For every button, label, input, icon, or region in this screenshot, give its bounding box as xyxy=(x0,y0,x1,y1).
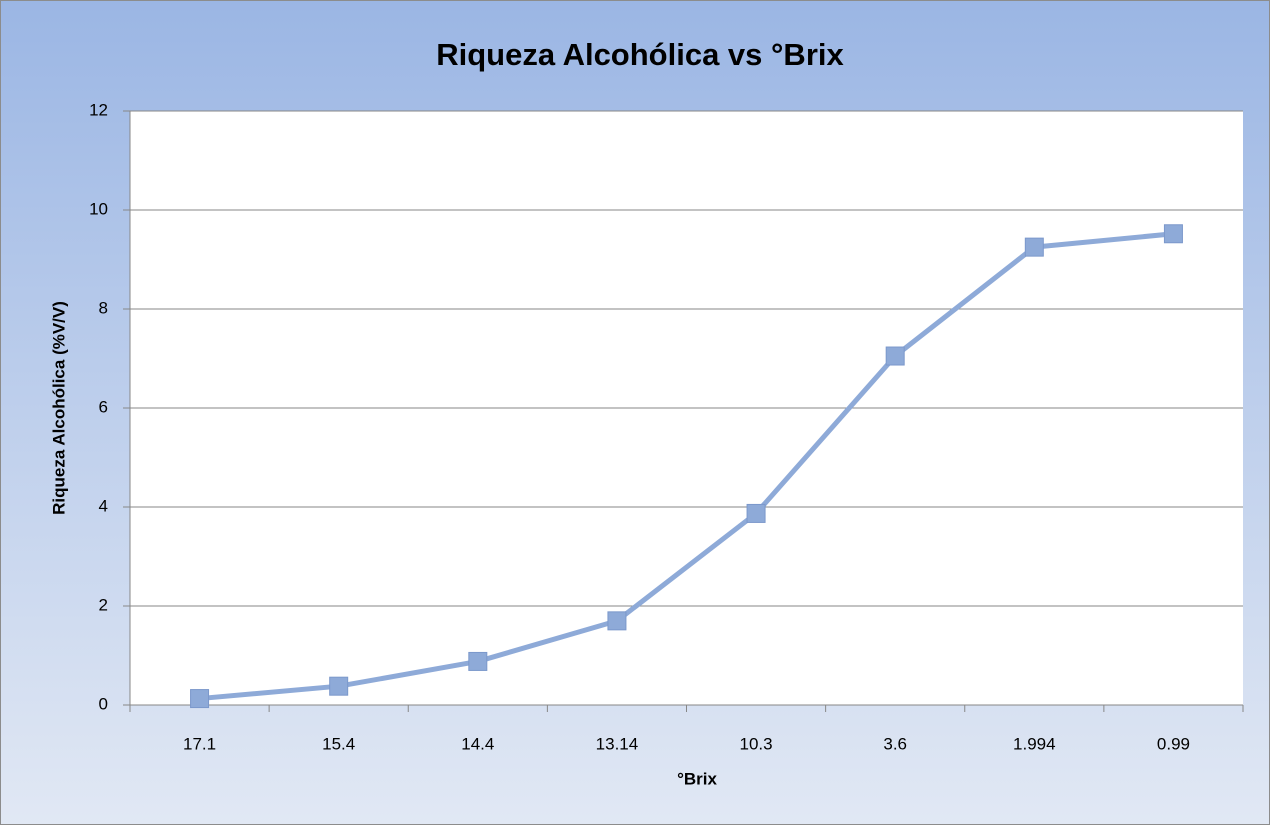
data-marker xyxy=(468,651,488,671)
data-marker xyxy=(885,346,905,366)
x-tick-label: 17.1 xyxy=(183,734,216,753)
x-tick-label: 3.6 xyxy=(883,734,907,753)
y-tick-label: 6 xyxy=(99,397,108,416)
data-marker xyxy=(190,689,210,709)
y-tick-label: 8 xyxy=(99,298,108,317)
y-axis-title: Riqueza Alcohólica (%V/V) xyxy=(49,301,68,515)
x-axis-title: °Brix xyxy=(677,769,717,788)
x-tick-label: 14.4 xyxy=(461,734,494,753)
series-line xyxy=(199,231,1174,702)
y-tick-label: 0 xyxy=(99,694,108,713)
data-marker xyxy=(746,503,766,523)
x-tick-label: 10.3 xyxy=(740,734,773,753)
data-marker xyxy=(1024,237,1044,257)
x-tick-label: 1.994 xyxy=(1013,734,1056,753)
data-marker xyxy=(1163,224,1183,244)
data-marker xyxy=(329,676,349,696)
chart-title: Riqueza Alcohólica vs °Brix xyxy=(436,37,844,72)
x-tick-label: 0.99 xyxy=(1157,734,1190,753)
y-tick-label: 2 xyxy=(99,595,108,614)
y-tick-label: 12 xyxy=(89,100,108,119)
x-tick-label: 13.14 xyxy=(596,734,639,753)
data-marker xyxy=(607,611,627,631)
x-tick-label: 15.4 xyxy=(322,734,355,753)
y-tick-label: 10 xyxy=(89,199,108,218)
y-tick-label: 4 xyxy=(99,496,108,515)
